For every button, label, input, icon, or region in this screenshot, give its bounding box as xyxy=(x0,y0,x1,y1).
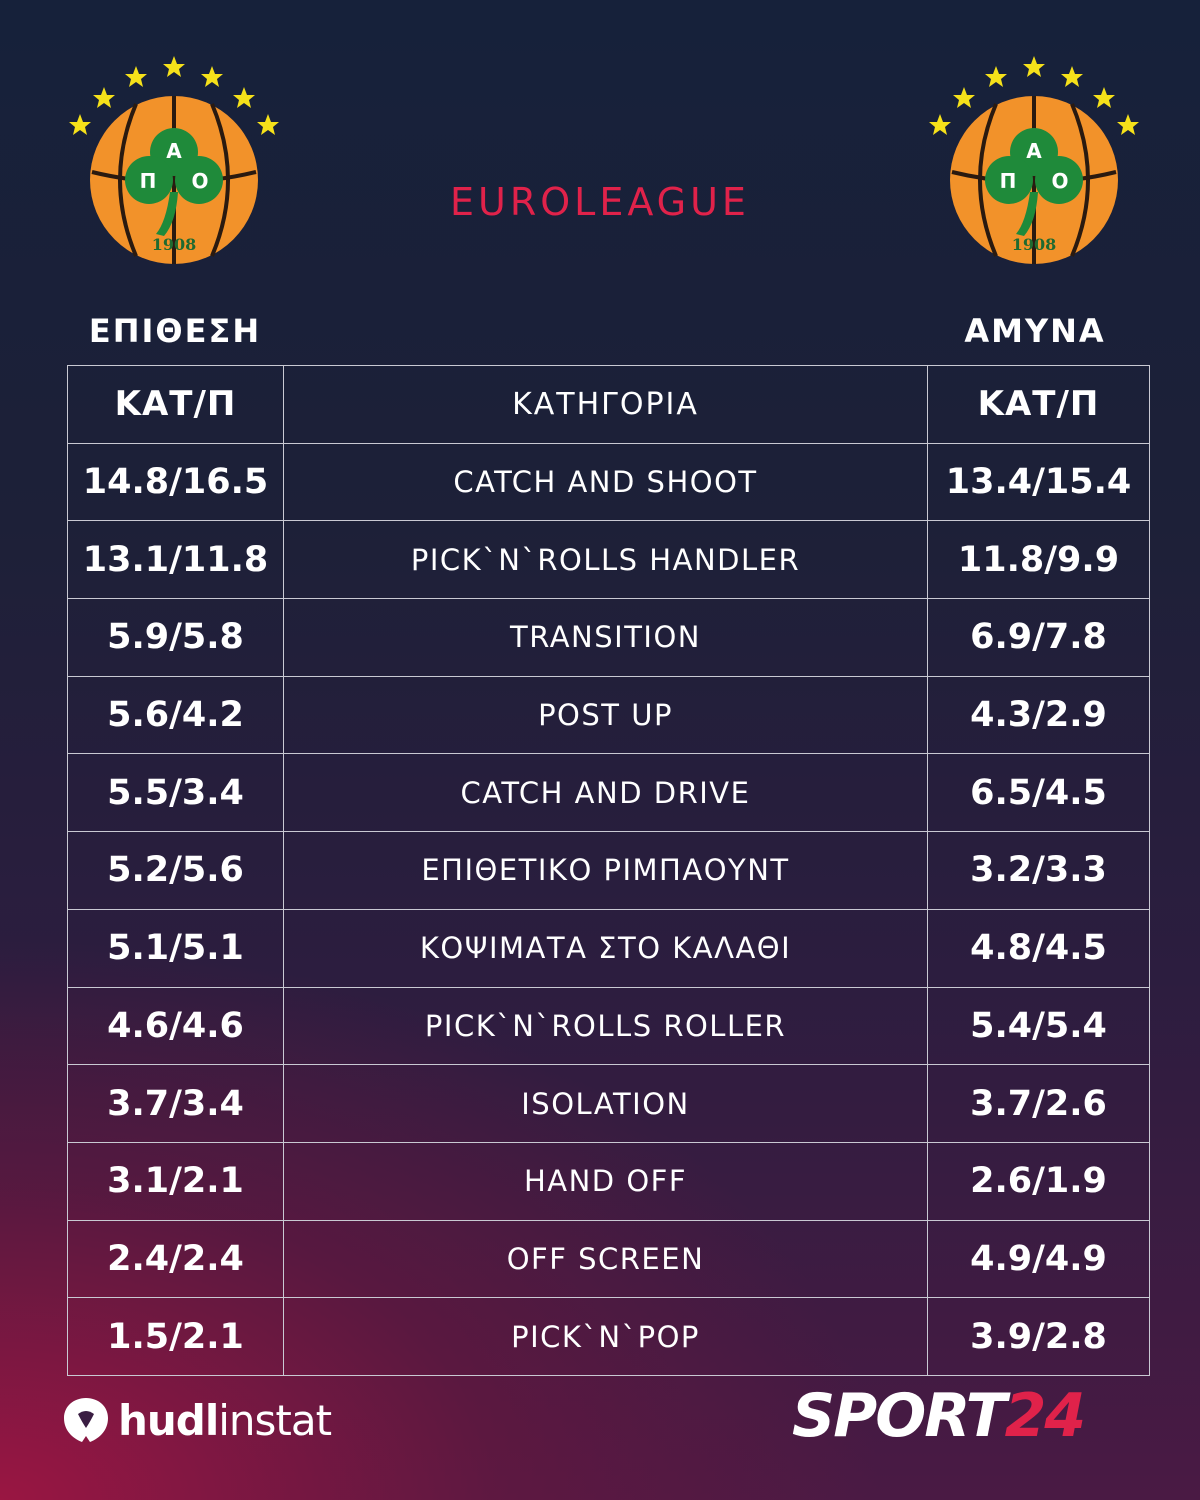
defense-value: 13.4/15.4 xyxy=(927,442,1150,522)
defense-value: 2.6/1.9 xyxy=(927,1141,1150,1221)
category-name: OFF SCREEN xyxy=(283,1219,928,1299)
logo-letter-top: Α xyxy=(1026,139,1042,163)
defense-value: 6.9/7.8 xyxy=(927,598,1150,677)
offense-value: 1.5/2.1 xyxy=(67,1297,284,1376)
offense-label: ΕΠΙΘΕΣΗ xyxy=(88,312,262,350)
header-category: ΚΑΤΗΓΟΡΙΑ xyxy=(283,365,928,444)
defense-value: 3.9/2.8 xyxy=(927,1297,1150,1376)
category-name: PICK`N`ROLLS HANDLER xyxy=(283,520,928,600)
category-name: HAND OFF xyxy=(283,1141,928,1221)
table-row: 5.9/5.8 TRANSITION 6.9/7.8 xyxy=(67,598,1150,677)
league-title: EUROLEAGUE xyxy=(450,180,750,224)
offense-value: 5.5/3.4 xyxy=(67,753,284,833)
defense-value: 3.7/2.6 xyxy=(927,1064,1150,1143)
table-row: 5.1/5.1 ΚΟΨΙΜΑΤΑ ΣΤΟ ΚΑΛΑΘΙ 4.8/4.5 xyxy=(67,908,1150,988)
hudl-text: hudl xyxy=(118,1395,219,1445)
category-name: CATCH AND DRIVE xyxy=(283,753,928,833)
sport-number: 24 xyxy=(1004,1381,1086,1451)
logo-year: 1908 xyxy=(152,235,197,254)
stats-table: ΚΑΤ/Π ΚΑΤΗΓΟΡΙΑ ΚΑΤ/Π 14.8/16.5 CATCH AND… xyxy=(67,365,1150,1376)
category-name: CATCH AND SHOOT xyxy=(283,442,928,522)
offense-value: 5.1/5.1 xyxy=(67,908,284,988)
stars xyxy=(929,56,1139,135)
defense-label: ΑΜΥΝΑ xyxy=(964,312,1106,350)
defense-value: 4.9/4.9 xyxy=(927,1219,1150,1299)
defense-value: 6.5/4.5 xyxy=(927,753,1150,833)
logo-letter-left: Π xyxy=(1000,169,1017,193)
hudl-instat-logo: hudl instat xyxy=(60,1390,332,1450)
table-row: 13.1/11.8 PICK`N`ROLLS HANDLER 11.8/9.9 xyxy=(67,520,1150,600)
defense-value: 11.8/9.9 xyxy=(927,520,1150,600)
defense-value: 4.3/2.9 xyxy=(927,675,1150,755)
table-row: 2.4/2.4 OFF SCREEN 4.9/4.9 xyxy=(67,1219,1150,1299)
offense-value: 5.6/4.2 xyxy=(67,675,284,755)
defense-value: 5.4/5.4 xyxy=(927,986,1150,1066)
defense-value: 4.8/4.5 xyxy=(927,908,1150,988)
club-logo-right: Α Π Ο 1908 xyxy=(929,56,1139,264)
category-name: PICK`N`POP xyxy=(283,1297,928,1376)
table-row: 3.1/2.1 HAND OFF 2.6/1.9 xyxy=(67,1141,1150,1221)
offense-value: 13.1/11.8 xyxy=(67,520,284,600)
table-header-row: ΚΑΤ/Π ΚΑΤΗΓΟΡΙΑ ΚΑΤ/Π xyxy=(67,365,1150,444)
table-row: 3.7/3.4 ISOLATION 3.7/2.6 xyxy=(67,1064,1150,1143)
offense-value: 2.4/2.4 xyxy=(67,1219,284,1299)
category-name: ΚΟΨΙΜΑΤΑ ΣΤΟ ΚΑΛΑΘΙ xyxy=(283,908,928,988)
offense-value: 3.1/2.1 xyxy=(67,1141,284,1221)
hudl-icon xyxy=(64,1398,108,1442)
sport-text: SPORT xyxy=(792,1381,1007,1451)
table-row: 14.8/16.5 CATCH AND SHOOT 13.4/15.4 xyxy=(67,442,1150,522)
offense-value: 4.6/4.6 xyxy=(67,986,284,1066)
sport24-logo: SPORT 24 xyxy=(792,1381,1086,1451)
offense-value: 5.2/5.6 xyxy=(67,831,284,910)
table-body: 14.8/16.5 CATCH AND SHOOT 13.4/15.4 13.1/11… xyxy=(67,442,1150,1376)
stars xyxy=(69,56,279,135)
instat-text: instat xyxy=(218,1395,332,1445)
category-name: POST UP xyxy=(283,675,928,755)
offense-value: 3.7/3.4 xyxy=(67,1064,284,1143)
category-name: PICK`N`ROLLS ROLLER xyxy=(283,986,928,1066)
offense-value: 5.9/5.8 xyxy=(67,598,284,677)
offense-value: 14.8/16.5 xyxy=(67,442,284,522)
logo-letter-right: Ο xyxy=(191,169,208,193)
header-offense: ΚΑΤ/Π xyxy=(67,365,284,444)
table-row: 5.5/3.4 CATCH AND DRIVE 6.5/4.5 xyxy=(67,753,1150,833)
header-defense: ΚΑΤ/Π xyxy=(927,365,1150,444)
category-name: ISOLATION xyxy=(283,1064,928,1143)
table-row: 5.2/5.6 ΕΠΙΘΕΤΙΚΟ ΡΙΜΠΑΟΥΝΤ 3.2/3.3 xyxy=(67,831,1150,910)
table-row: 5.6/4.2 POST UP 4.3/2.9 xyxy=(67,675,1150,755)
table-row: 4.6/4.6 PICK`N`ROLLS ROLLER 5.4/5.4 xyxy=(67,986,1150,1066)
category-name: ΕΠΙΘΕΤΙΚΟ ΡΙΜΠΑΟΥΝΤ xyxy=(283,831,928,910)
logo-letter-top: Α xyxy=(166,139,182,163)
logo-letter-right: Ο xyxy=(1051,169,1068,193)
category-name: TRANSITION xyxy=(283,598,928,677)
logo-year: 1908 xyxy=(1012,235,1057,254)
club-logo-left: Α Π Ο 1908 xyxy=(69,56,279,264)
table-row: 1.5/2.1 PICK`N`POP 3.9/2.8 xyxy=(67,1297,1150,1376)
logo-letter-left: Π xyxy=(140,169,157,193)
defense-value: 3.2/3.3 xyxy=(927,831,1150,910)
